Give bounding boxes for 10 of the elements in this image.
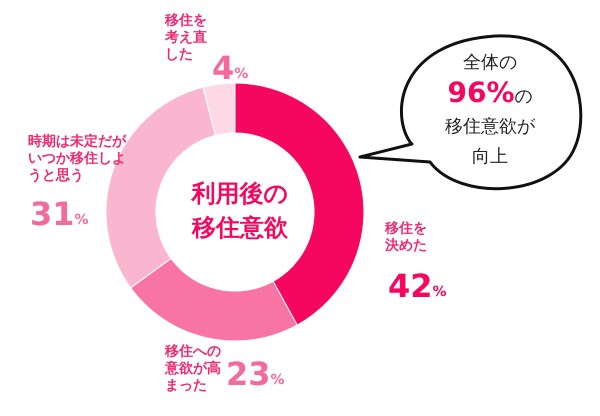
slice-label: 移住への意欲が高まった [164, 344, 221, 394]
slice-label: 時期は未定だがいつか移住しようと思う [28, 132, 127, 184]
text: 利用後の移住意欲 [190, 180, 289, 242]
data-label: 42% [388, 267, 447, 305]
text: 全体の96%の移住意欲が向上 [444, 51, 536, 169]
data-label: 4% [212, 49, 248, 87]
slice-label: 移住を決めた [384, 220, 427, 254]
slice-label: 移住を考え直した [164, 12, 207, 62]
data-label: 31% [30, 195, 89, 233]
data-label: 23% [226, 355, 285, 393]
